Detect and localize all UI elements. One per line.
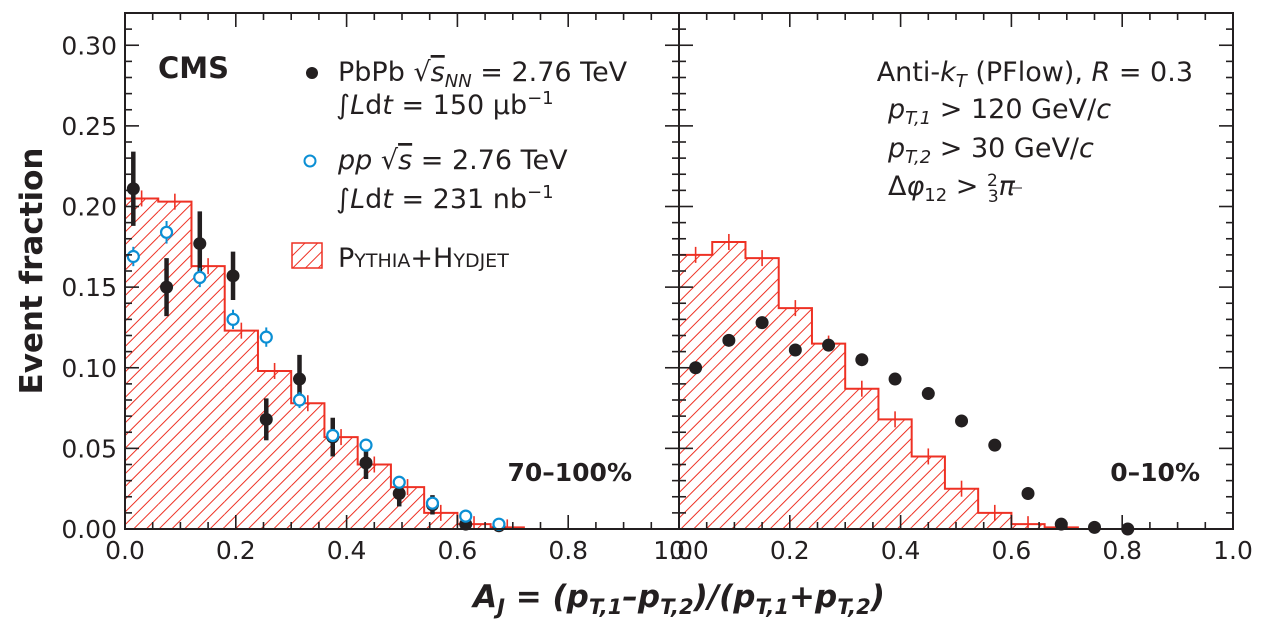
right-pbpb-point xyxy=(888,372,902,386)
right-pbpb-point xyxy=(755,316,769,330)
left-x-tick-label: 0.6 xyxy=(438,536,478,565)
right-mc-histogram xyxy=(679,233,1079,529)
right-mc-bar xyxy=(845,388,879,529)
y-tick-label: 0.15 xyxy=(61,273,117,302)
y-tick-label: 0.10 xyxy=(61,354,117,383)
right-pbpb-point xyxy=(689,361,703,375)
legend-mc-label: PYTHIA+HYDJET xyxy=(338,243,509,274)
left-mc-bar xyxy=(125,198,159,529)
right-mc-bar xyxy=(978,512,1012,529)
right-x-tick-label: 0.2 xyxy=(770,536,810,565)
right-pbpb-point xyxy=(921,387,935,401)
cuts-box: Anti-kT (PFlow), R = 0.3 pT,1 > 120 GeV/… xyxy=(877,57,1193,207)
cut-subleading-pt: pT,2 > 30 GeV/c xyxy=(887,133,1094,168)
right-data-points xyxy=(689,316,1135,536)
right-pbpb-point xyxy=(1021,487,1035,501)
y-tick-label: 0.30 xyxy=(61,31,117,60)
x-axis-title: AJ = (pT,1–pT,2)/(pT,1+pT,2) xyxy=(470,579,885,619)
y-tick-label: 0.05 xyxy=(61,434,117,463)
left-pbpb-point xyxy=(259,412,273,426)
legend-pbpb-marker xyxy=(306,67,318,79)
left-pbpb-point xyxy=(160,280,174,294)
left-pbpb-point xyxy=(359,456,373,470)
left-panel: 0.0 0.2 0.4 0.6 0.8 1.0 0.00 0.05 0.10 0.15 0.20 0.… xyxy=(61,12,693,565)
left-pp-point xyxy=(226,312,240,326)
left-mc-bar xyxy=(357,464,391,529)
right-mc-bar xyxy=(811,343,846,529)
legend: PbPb √sNN = 2.76 TeV ∫Ldt = 150 μb−1 pp … xyxy=(291,57,628,274)
right-mc-bar xyxy=(878,419,912,529)
right-pbpb-point xyxy=(822,338,836,352)
right-mc-bar xyxy=(712,241,746,529)
right-mc-bar xyxy=(911,456,945,529)
left-pbpb-point xyxy=(226,269,240,283)
right-pbpb-point xyxy=(988,438,1002,452)
right-x-tick-label: 0.0 xyxy=(669,536,709,565)
left-mc-bar xyxy=(324,437,358,529)
cut-leading-pt: pT,1 > 120 GeV/c xyxy=(887,94,1111,129)
y-tick-label: 0.00 xyxy=(61,515,117,544)
left-mc-bar xyxy=(424,512,458,529)
right-pbpb-point xyxy=(722,333,736,347)
left-mc-bar xyxy=(291,403,325,529)
y-tick-label: 0.20 xyxy=(61,193,117,222)
left-pp-point xyxy=(425,496,440,510)
right-ticks: 0.0 0.2 0.4 0.6 0.8 1.0 xyxy=(669,12,1253,565)
legend-mc-swatch xyxy=(291,242,323,269)
left-mc-histogram xyxy=(125,190,525,529)
experiment-label: CMS xyxy=(158,51,229,85)
left-x-tick-label: 0.8 xyxy=(548,536,588,565)
left-pp-point xyxy=(292,393,307,407)
right-pbpb-point xyxy=(855,353,869,367)
left-pp-point xyxy=(259,330,273,344)
left-pp-point xyxy=(459,509,473,523)
left-pbpb-point xyxy=(126,182,140,196)
right-panel: 0.0 0.2 0.4 0.6 0.8 1.0 Anti-kT (PFlow), R = … xyxy=(669,12,1253,565)
left-centrality-label: 70–100% xyxy=(507,458,632,487)
right-x-tick-label: 0.6 xyxy=(992,536,1032,565)
right-x-tick-label: 0.4 xyxy=(881,536,921,565)
left-pbpb-point xyxy=(392,487,406,501)
right-x-tick-label: 1.0 xyxy=(1213,536,1253,565)
left-x-tick-label: 0.4 xyxy=(327,536,367,565)
left-pp-point xyxy=(193,270,207,285)
left-x-tick-label: 0.0 xyxy=(105,536,145,565)
right-x-tick-label: 0.8 xyxy=(1102,536,1142,565)
left-x-tick-label: 0.2 xyxy=(216,536,256,565)
left-pp-point xyxy=(392,475,406,489)
left-pp-point xyxy=(359,438,373,452)
left-pbpb-point xyxy=(193,237,207,251)
right-pbpb-point xyxy=(955,414,969,428)
right-mc-bar xyxy=(778,308,812,529)
left-pbpb-point xyxy=(293,372,307,386)
cut-jet-algorithm: Anti-kT (PFlow), R = 0.3 xyxy=(877,57,1193,92)
left-mc-bar xyxy=(257,370,292,529)
legend-pbpb-lumi: ∫Ldt = 150 μb−1 xyxy=(336,88,554,121)
left-mc-bar xyxy=(158,201,192,529)
legend-pp-label: pp √s = 2.76 TeV xyxy=(337,145,568,176)
y-axis-title: Event fraction xyxy=(14,148,50,395)
left-pp-point xyxy=(126,249,140,264)
left-data-points xyxy=(126,151,506,533)
cut-delta-phi: Δφ12 > 2 3π xyxy=(888,171,1016,207)
left-x-tick-label: 1.0 xyxy=(653,536,693,565)
left-pp-point xyxy=(326,428,340,443)
right-mc-bar xyxy=(745,258,779,529)
legend-pp-lumi: ∫Ldt = 231 nb−1 xyxy=(336,182,554,215)
left-ticks: 0.0 0.2 0.4 0.6 0.8 1.0 0.00 0.05 0.10 0.15 0.20 0.… xyxy=(61,12,693,565)
legend-pbpb-label: PbPb √sNN = 2.76 TeV xyxy=(338,57,628,92)
left-pp-point xyxy=(159,225,174,239)
left-mc-bar xyxy=(224,330,258,529)
right-centrality-label: 0–10% xyxy=(1110,458,1200,487)
y-tick-label: 0.25 xyxy=(61,112,117,141)
legend-pp-marker xyxy=(303,154,317,168)
left-mc-bar xyxy=(191,266,225,529)
right-pbpb-point xyxy=(788,343,802,357)
right-mc-bar xyxy=(679,254,713,529)
right-pbpb-point xyxy=(1054,517,1068,531)
